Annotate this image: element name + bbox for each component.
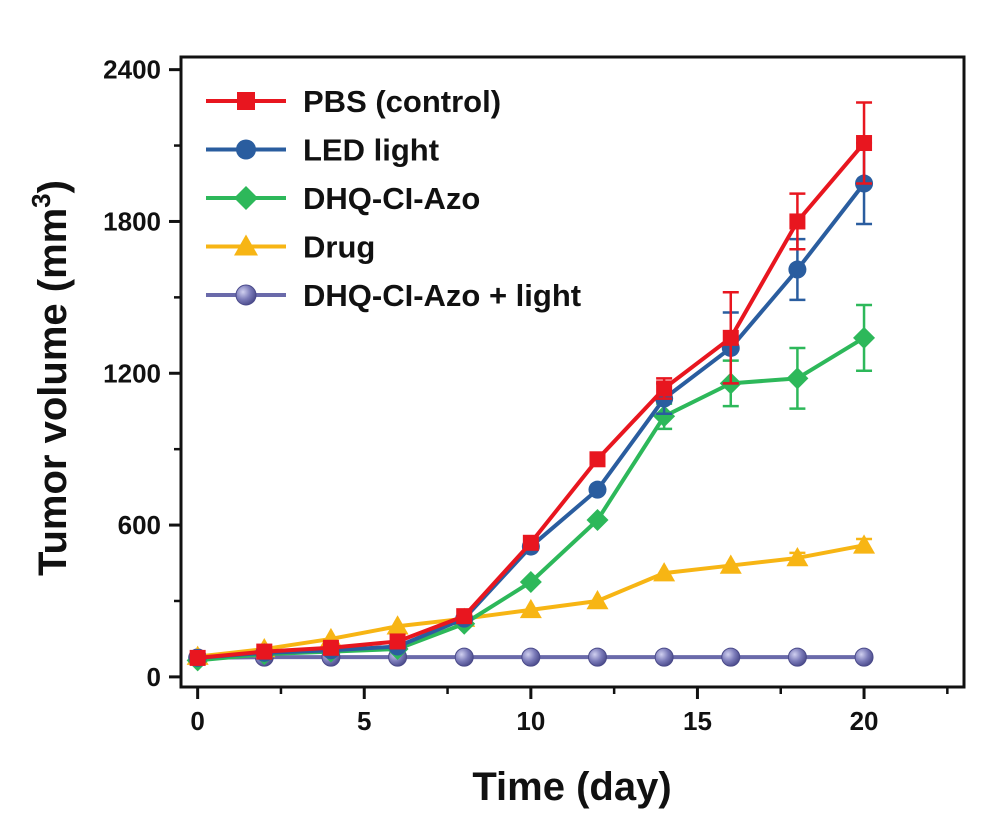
data-point <box>588 480 607 499</box>
y-axis-title-main: Tumor volume (mm <box>31 208 75 576</box>
x-tick-label: 5 <box>357 706 371 736</box>
data-point <box>519 571 542 593</box>
data-point <box>519 598 542 619</box>
data-point <box>454 647 474 667</box>
data-point <box>719 554 742 574</box>
data-point <box>786 546 809 567</box>
data-point <box>654 647 674 667</box>
x-tick-label: 0 <box>190 706 204 736</box>
series-group <box>186 101 876 672</box>
data-point <box>589 451 606 468</box>
y-axis-title: Tumor volume (mm3) <box>26 180 75 576</box>
x-tick-label: 15 <box>683 706 712 736</box>
data-point <box>256 643 273 660</box>
legend-marker <box>234 234 258 256</box>
legend-item-0: PBS (control) <box>206 84 501 119</box>
legend-label: DHQ-CI-Azo + light <box>303 278 581 313</box>
data-point <box>788 260 807 279</box>
data-point <box>721 647 741 667</box>
y-axis-title-close: ) <box>31 180 75 193</box>
data-point <box>586 589 609 610</box>
data-point <box>789 213 806 230</box>
data-point <box>653 405 676 428</box>
data-point <box>786 367 809 390</box>
data-point <box>656 380 673 397</box>
y-tick-label: 1200 <box>103 358 161 388</box>
x-axis-title: Time (day) <box>472 765 671 809</box>
data-point <box>587 647 607 667</box>
data-point <box>322 639 339 656</box>
legend-label: DHQ-CI-Azo <box>303 181 480 216</box>
data-point <box>522 534 539 551</box>
data-point <box>386 615 409 635</box>
data-point <box>456 608 473 625</box>
y-axis-title-superscript: 3 <box>26 193 56 207</box>
legend-item-4: DHQ-CI-Azo + light <box>206 278 581 313</box>
legend-marker <box>235 284 257 306</box>
data-point <box>653 562 676 582</box>
data-point <box>722 329 739 346</box>
data-point <box>586 509 609 532</box>
data-point <box>787 647 807 667</box>
y-tick-label: 1800 <box>103 206 161 236</box>
data-point <box>856 135 873 152</box>
y-tick-label: 2400 <box>103 55 161 85</box>
data-point <box>854 647 874 667</box>
legend-label: Drug <box>303 230 375 265</box>
legend-item-1: LED light <box>206 133 439 168</box>
y-tick-label: 0 <box>147 662 161 692</box>
data-point <box>853 534 876 554</box>
legend-marker <box>234 186 258 210</box>
axis-ticks: 0 5 10 15 20 0 600 1200 1800 2400 <box>103 55 949 736</box>
y-tick-label: 600 <box>118 510 161 540</box>
legend-marker <box>237 92 255 110</box>
legend-item-2: DHQ-CI-Azo <box>206 181 480 216</box>
legend: PBS (control) LED light DHQ-CI-Azo Drug DHQ-… <box>206 84 581 313</box>
legend-item-3: Drug <box>206 230 375 265</box>
legend-label: PBS (control) <box>303 84 501 119</box>
x-tick-label: 20 <box>850 706 879 736</box>
x-tick-label: 10 <box>516 706 545 736</box>
data-point <box>853 326 876 349</box>
plot-frame <box>179 55 966 689</box>
series-0 <box>189 101 873 666</box>
data-point <box>189 649 206 666</box>
legend-label: LED light <box>303 133 439 168</box>
legend-marker <box>236 139 256 160</box>
data-point <box>389 633 406 650</box>
data-point <box>521 647 541 667</box>
